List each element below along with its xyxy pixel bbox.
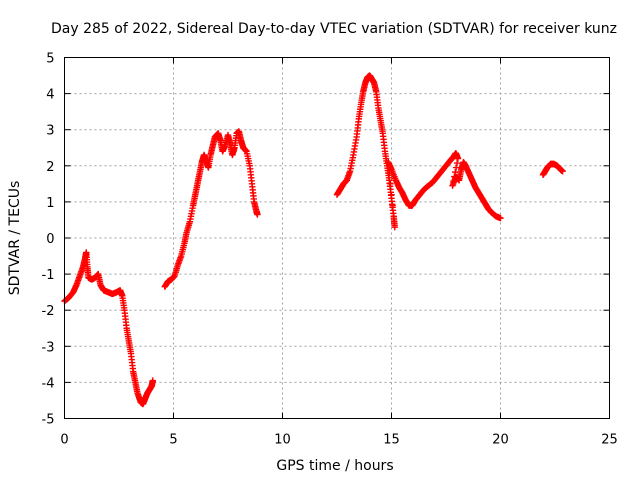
y-tick-label: -4 xyxy=(42,376,55,391)
x-tick-label: 25 xyxy=(601,433,618,448)
chart-title: Day 285 of 2022, Sidereal Day-to-day VTE… xyxy=(51,21,617,37)
data-point xyxy=(391,223,398,231)
data-markers xyxy=(61,72,566,408)
y-tick-labels: -5 -4 -3 -2 -1 0 1 2 3 4 5 xyxy=(42,52,55,428)
data-point xyxy=(559,168,566,175)
x-tick-label: 5 xyxy=(169,433,177,448)
y-tick-label: 0 xyxy=(46,232,54,247)
data-point xyxy=(497,214,504,222)
data-point xyxy=(387,180,394,188)
x-tick-label: 20 xyxy=(492,433,509,448)
grid-lines xyxy=(64,57,610,419)
x-tick-label: 10 xyxy=(274,433,291,448)
x-tick-label: 0 xyxy=(60,433,68,448)
y-tick-label: 3 xyxy=(46,124,54,139)
axis-ticks xyxy=(64,57,610,419)
x-axis-label: GPS time / hours xyxy=(276,458,393,474)
data-point xyxy=(389,202,396,209)
y-tick-label: 4 xyxy=(46,88,54,103)
x-tick-label: 15 xyxy=(383,433,400,448)
y-tick-label: 5 xyxy=(46,52,54,67)
data-point xyxy=(388,191,395,198)
data-point xyxy=(254,211,261,218)
data-point xyxy=(390,213,397,220)
y-axis-label: SDTVAR / TECUs xyxy=(7,181,23,296)
y-tick-label: -2 xyxy=(42,304,55,319)
data-point xyxy=(453,159,461,167)
data-point xyxy=(454,155,462,162)
data-point xyxy=(149,377,156,384)
y-tick-label: -3 xyxy=(42,340,55,355)
data-point xyxy=(452,164,460,171)
y-tick-label: -5 xyxy=(42,413,55,428)
y-tick-label: -1 xyxy=(42,268,55,283)
y-tick-label: 1 xyxy=(46,196,54,211)
y-tick-label: 2 xyxy=(46,160,54,175)
x-tick-labels: 0 5 10 15 20 25 xyxy=(60,433,617,448)
